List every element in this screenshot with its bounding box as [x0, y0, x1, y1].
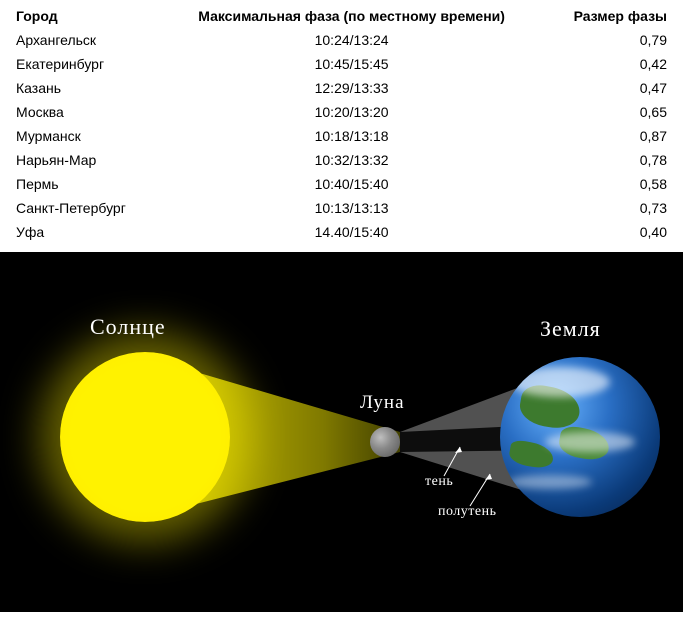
- cell-time: 10:24/13:24: [157, 28, 545, 52]
- umbra-pointer: [444, 447, 460, 476]
- table-row: Казань12:29/13:330,47: [12, 76, 671, 100]
- eclipse-table: Город Максимальная фаза (по местному вре…: [12, 4, 671, 244]
- table-row: Нарьян-Мар10:32/13:320,78: [12, 148, 671, 172]
- table-header-row: Город Максимальная фаза (по местному вре…: [12, 4, 671, 28]
- col-header-phase: Размер фазы: [546, 4, 671, 28]
- earth-body: [500, 357, 660, 517]
- cell-phase: 0,79: [546, 28, 671, 52]
- cell-time: 10:18/13:18: [157, 124, 545, 148]
- sun-body: [60, 352, 230, 522]
- penumbra-pointer-head: [485, 474, 492, 480]
- cell-time: 10:45/15:45: [157, 52, 545, 76]
- cell-phase: 0,42: [546, 52, 671, 76]
- cell-phase: 0,47: [546, 76, 671, 100]
- table-row: Санкт-Петербург10:13/13:130,73: [12, 196, 671, 220]
- cell-phase: 0,65: [546, 100, 671, 124]
- umbra-pointer-head: [455, 447, 462, 453]
- cell-time: 10:32/13:32: [157, 148, 545, 172]
- cell-city: Нарьян-Мар: [12, 148, 157, 172]
- eclipse-table-container: Город Максимальная фаза (по местному вре…: [0, 0, 683, 252]
- cell-time: 12:29/13:33: [157, 76, 545, 100]
- cell-city: Санкт-Петербург: [12, 196, 157, 220]
- cell-time: 10:40/15:40: [157, 172, 545, 196]
- table-row: Мурманск10:18/13:180,87: [12, 124, 671, 148]
- cell-phase: 0,73: [546, 196, 671, 220]
- earth-label: Земля: [540, 316, 601, 342]
- penumbra-pointer: [470, 474, 490, 506]
- cell-city: Архангельск: [12, 28, 157, 52]
- cell-city: Екатеринбург: [12, 52, 157, 76]
- cell-phase: 0,58: [546, 172, 671, 196]
- cell-time: 10:13/13:13: [157, 196, 545, 220]
- cell-city: Пермь: [12, 172, 157, 196]
- cell-phase: 0,78: [546, 148, 671, 172]
- cell-city: Казань: [12, 76, 157, 100]
- col-header-time: Максимальная фаза (по местному времени): [157, 4, 545, 28]
- sun-label: Солнце: [90, 314, 166, 340]
- penumbra-label: полутень: [438, 504, 497, 520]
- cell-time: 10:20/13:20: [157, 100, 545, 124]
- cell-city: Уфа: [12, 220, 157, 244]
- cell-city: Москва: [12, 100, 157, 124]
- table-row: Москва10:20/13:200,65: [12, 100, 671, 124]
- eclipse-diagram: Солнце Луна Земля тень полутень: [0, 252, 683, 612]
- cell-city: Мурманск: [12, 124, 157, 148]
- table-row: Архангельск10:24/13:240,79: [12, 28, 671, 52]
- col-header-city: Город: [12, 4, 157, 28]
- cell-phase: 0,40: [546, 220, 671, 244]
- moon-body: [370, 427, 400, 457]
- moon-label: Луна: [360, 392, 405, 414]
- cell-phase: 0,87: [546, 124, 671, 148]
- table-row: Пермь10:40/15:400,58: [12, 172, 671, 196]
- table-row: Уфа14.40/15:400,40: [12, 220, 671, 244]
- table-row: Екатеринбург10:45/15:450,42: [12, 52, 671, 76]
- umbra-label: тень: [425, 474, 453, 490]
- cell-time: 14.40/15:40: [157, 220, 545, 244]
